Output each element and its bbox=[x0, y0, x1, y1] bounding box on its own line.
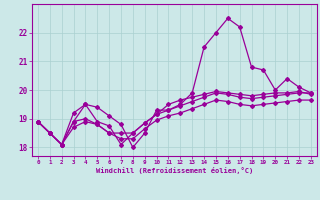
X-axis label: Windchill (Refroidissement éolien,°C): Windchill (Refroidissement éolien,°C) bbox=[96, 167, 253, 174]
